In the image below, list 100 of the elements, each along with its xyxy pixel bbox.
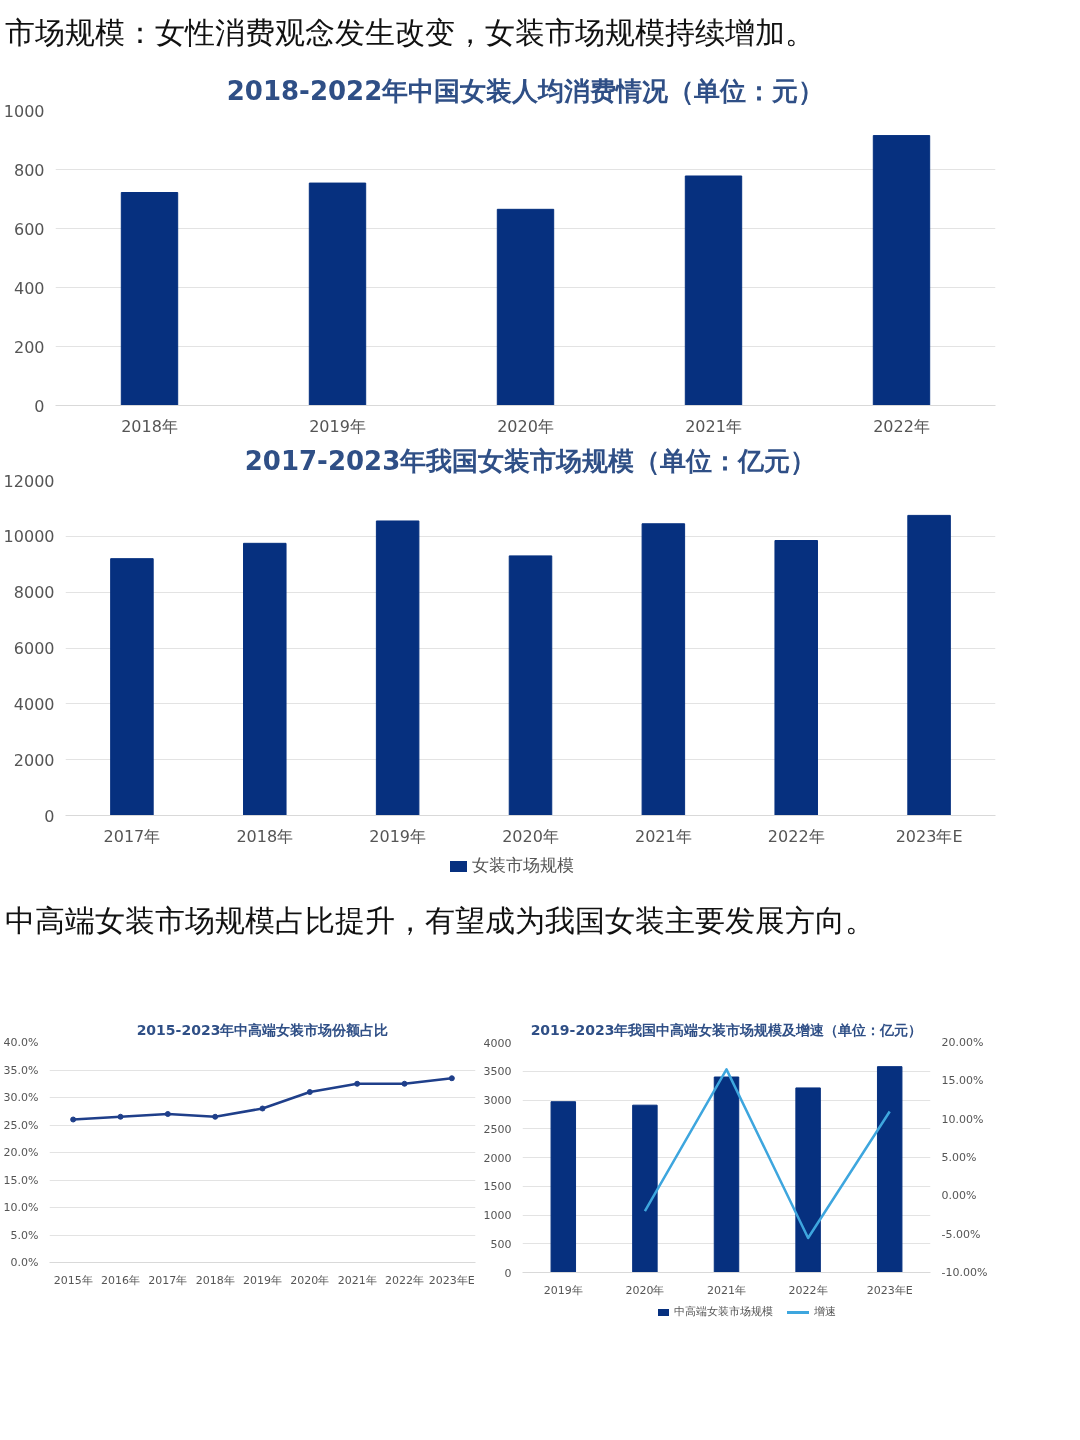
y-tick-label: 6000 [13, 639, 55, 658]
y-tick-label: 0.0% [10, 1256, 39, 1269]
bar [496, 208, 555, 406]
bar [243, 542, 287, 816]
y-tick-label: 35.0% [3, 1063, 39, 1077]
y-tick-label: 10000 [3, 527, 55, 547]
y-tick-label: 8000 [13, 583, 55, 603]
y-tick-label: 25.0% [3, 1118, 39, 1132]
bar [110, 558, 154, 816]
x-tick-label: 2020年 [625, 1283, 665, 1297]
x-tick-label: 2023年E [895, 826, 963, 846]
x-tick-label: 2021年 [337, 1273, 377, 1287]
point [164, 1111, 171, 1117]
y-tick-label: 400 [13, 278, 45, 298]
point [448, 1075, 455, 1082]
y2-tick-label: 10.00% [941, 1112, 984, 1126]
y-tick-label: 1000 [3, 101, 45, 121]
point [117, 1113, 124, 1120]
point [401, 1080, 408, 1087]
x-tick-label: 2019年 [369, 826, 426, 846]
bar [508, 555, 553, 816]
bar [872, 135, 931, 406]
chart-title: 2018-2022年中国女装人均消费情况（单位：元） [226, 75, 825, 106]
bar [774, 540, 818, 816]
line-series [643, 1068, 891, 1240]
bar [120, 192, 179, 406]
x-tick-label: 2016年 [101, 1273, 140, 1287]
y-tick-label: 200 [13, 337, 45, 357]
y-tick-label: 20.0% [3, 1146, 39, 1159]
point [354, 1080, 361, 1087]
x-tick-label: 2021年 [707, 1283, 746, 1297]
x-tick-label: 2022年 [385, 1273, 424, 1287]
y-tick-label: 1500 [483, 1180, 512, 1194]
x-tick-label: 2019年 [543, 1283, 583, 1297]
point [259, 1105, 266, 1112]
y2-tick-label: 5.00% [941, 1151, 977, 1164]
y2-tick-label: -5.00% [941, 1227, 981, 1241]
bar [684, 175, 743, 406]
chart-title: 2015-2023年中高端女装市场份额占比 [136, 1021, 389, 1038]
bar [907, 514, 951, 816]
bar [632, 1104, 658, 1273]
y-tick-label: 30.0% [3, 1091, 39, 1104]
x-tick-label: 2023年E [428, 1273, 475, 1287]
y-tick-label: 600 [13, 219, 45, 239]
y-tick-label: 4000 [483, 1036, 512, 1050]
chart-title: 2019-2023年我国中高端女装市场规模及增速（单位：亿元） [530, 1021, 923, 1038]
y2-tick-label: 20.00% [941, 1036, 984, 1049]
point [306, 1089, 313, 1095]
y-tick-label: 2500 [483, 1122, 512, 1136]
y-tick-label: 3000 [483, 1094, 512, 1107]
bar [308, 182, 367, 406]
x-tick-label: 2018年 [121, 416, 178, 436]
y-tick-label: 3500 [483, 1065, 512, 1079]
x-tick-label: 2023年E [866, 1283, 913, 1297]
bar [375, 520, 420, 816]
x-tick-label: 2021年 [685, 416, 742, 436]
bar [876, 1066, 903, 1273]
bar [713, 1076, 740, 1273]
x-tick-label: 2019年 [243, 1273, 282, 1287]
chart-title: 2017-2023年我国女装市场规模（单位：亿元） [244, 445, 817, 476]
y-tick-label: 0 [34, 396, 45, 416]
y-tick-label: 4000 [13, 694, 55, 714]
legend-label: 女装市场规模 [472, 855, 574, 875]
x-tick-label: 2022年 [767, 826, 825, 846]
y-tick-label: 0 [504, 1266, 512, 1280]
bar [641, 523, 686, 816]
legend-label: 中高端女装市场规模 [674, 1305, 773, 1318]
x-tick-label: 2020年 [497, 416, 554, 436]
y2-tick-label: -10.00% [941, 1266, 988, 1279]
y-tick-label: 1000 [483, 1209, 512, 1222]
bar [795, 1087, 821, 1273]
text: 中高端女装市场规模占比提升，有望成为我国女装主要发展方向。 [5, 902, 875, 940]
text: 市场规模：女性消费观念发生改变，女装市场规模持续增加。 [5, 14, 815, 52]
bar [550, 1101, 577, 1273]
x-tick-label: 2018年 [236, 826, 294, 846]
y-tick-label: 500 [490, 1237, 512, 1251]
legend-label: 增速 [814, 1305, 836, 1318]
y-tick-label: 10.0% [3, 1201, 39, 1214]
y-tick-label: 15.0% [3, 1173, 39, 1187]
point [70, 1116, 77, 1123]
x-tick-label: 2015年 [53, 1273, 93, 1287]
y-tick-label: 0 [44, 806, 55, 826]
y-tick-label: 2000 [13, 750, 55, 770]
y-tick-label: 40.0% [3, 1036, 39, 1049]
x-tick-label: 2018年 [195, 1273, 235, 1287]
x-tick-label: 2021年 [635, 826, 692, 846]
y-tick-label: 2000 [483, 1151, 512, 1165]
x-tick-label: 2020年 [290, 1273, 330, 1287]
y2-tick-label: 15.00% [941, 1074, 984, 1088]
x-tick-label: 2020年 [502, 826, 559, 846]
y2-tick-label: 0.00% [941, 1189, 977, 1203]
x-tick-label: 2019年 [309, 416, 366, 436]
y-tick-label: 12000 [3, 471, 55, 491]
x-tick-label: 2017年 [103, 826, 161, 846]
x-tick-label: 2022年 [873, 416, 930, 436]
x-tick-label: 2022年 [788, 1283, 828, 1297]
y-tick-label: 5.0% [10, 1228, 39, 1242]
x-tick-label: 2017年 [148, 1273, 188, 1287]
y-tick-label: 800 [13, 160, 45, 180]
point [212, 1113, 219, 1120]
